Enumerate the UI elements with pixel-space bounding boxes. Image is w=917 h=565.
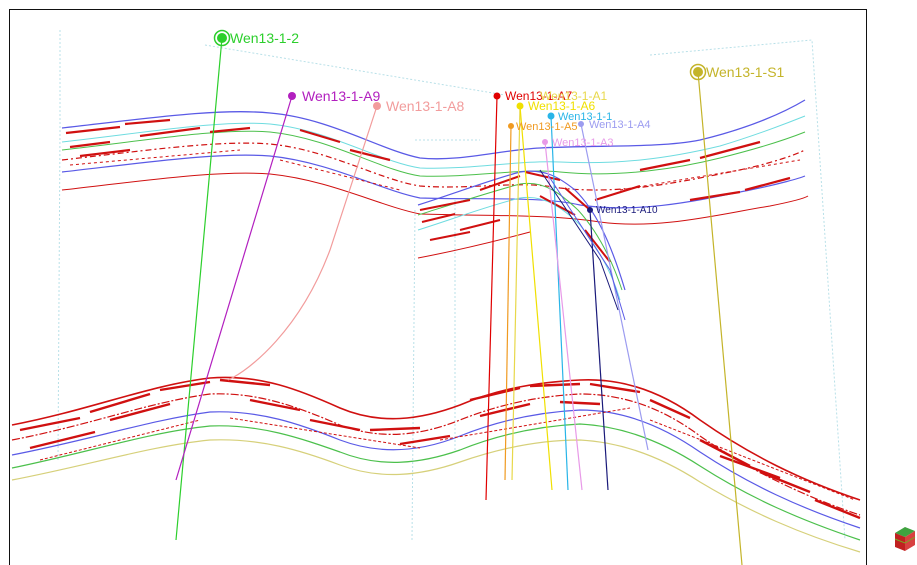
well-label: Wen13-1-1 — [558, 111, 612, 123]
well-wen13-1-a1[interactable]: Wen13-1-A1 — [540, 89, 607, 103]
well-wen13-1-1[interactable]: Wen13-1-1 — [547, 111, 613, 123]
well-label: Wen13-1-2 — [230, 30, 299, 46]
well-label: Wen13-1-A6 — [528, 99, 595, 113]
well-trajectories — [175, 37, 743, 565]
well-label: Wen13-1-A10 — [596, 205, 658, 216]
lower-horizons — [11, 376, 861, 553]
well-marker[interactable] — [493, 92, 501, 100]
well-label: Wen13-1-A3 — [552, 137, 614, 149]
section-panel-borders — [57, 30, 846, 541]
well-marker-ring — [213, 29, 231, 47]
well-path-wen13-1-a3 — [544, 141, 583, 491]
well-wen13-1-s1[interactable]: Wen13-1-S1 — [689, 63, 785, 81]
well-marker[interactable] — [587, 207, 593, 213]
well-wen13-1-2[interactable]: Wen13-1-2 — [213, 29, 300, 47]
well-marker[interactable] — [508, 123, 514, 129]
well-marker[interactable] — [288, 92, 296, 100]
well-label: Wen13-1-A5 — [516, 121, 578, 133]
well-marker[interactable] — [217, 33, 227, 43]
well-marker[interactable] — [373, 102, 381, 110]
well-path-wen13-1-a1 — [511, 105, 521, 481]
well-path-wen13-1-1 — [550, 115, 569, 491]
upper-horizons — [61, 99, 809, 225]
well-marker[interactable] — [693, 67, 703, 77]
well-path-wen13-1-s1 — [697, 71, 743, 565]
well-wen13-1-a3[interactable]: Wen13-1-A3 — [542, 137, 614, 149]
well-path-wen13-1-a4 — [580, 123, 649, 451]
well-marker[interactable] — [578, 121, 584, 127]
well-marker[interactable] — [547, 112, 555, 120]
well-path-wen13-1-a9 — [175, 95, 293, 481]
well-wen13-1-a9[interactable]: Wen13-1-A9 — [288, 88, 381, 104]
well-path-wen13-1-a7 — [485, 95, 498, 501]
well-wen13-1-a7[interactable]: Wen13-1-A7 — [493, 89, 573, 103]
well-marker-ring — [689, 63, 707, 81]
orientation-cube-icon[interactable] — [893, 523, 917, 553]
well-label: Wen13-1-A4 — [589, 119, 651, 131]
well-path-wen13-1-a8 — [227, 105, 378, 381]
well-marker[interactable] — [516, 102, 524, 110]
well-wen13-1-a10[interactable]: Wen13-1-A10 — [587, 205, 658, 216]
central-horizons — [417, 170, 626, 301]
well-path-wen13-1-a10 — [589, 209, 609, 491]
well-wen13-1-a4[interactable]: Wen13-1-A4 — [578, 119, 651, 131]
well-wen13-1-a5[interactable]: Wen13-1-A5 — [508, 121, 578, 133]
well-label: Wen13-1-A9 — [302, 88, 381, 104]
well-wen13-1-a8[interactable]: Wen13-1-A8 — [373, 98, 465, 114]
well-label: Wen13-1-A8 — [386, 98, 465, 114]
well-marker[interactable] — [542, 139, 548, 145]
well-label: Wen13-1-S1 — [706, 64, 785, 80]
well-label: Wen13-1-A7 — [505, 89, 572, 103]
viewport-frame — [9, 9, 867, 565]
well-path-wen13-1-a5 — [504, 125, 512, 481]
well-wen13-1-a6[interactable]: Wen13-1-A6 — [516, 99, 596, 113]
well-label: Wen13-1-A1 — [540, 89, 607, 103]
well-markers: Wen13-1-2 Wen13-1-S1 Wen13-1-A9 Wen13-1-A8 W… — [213, 29, 785, 216]
well-path-wen13-1-a6 — [519, 105, 553, 491]
